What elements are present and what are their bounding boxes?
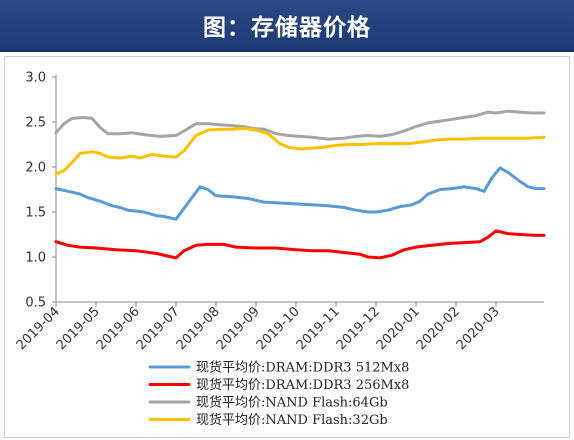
series-line-4 (54, 126, 546, 176)
legend-label-2: 现货平均价:DRAM:DDR3 256Mx8 (196, 377, 409, 393)
y-tick-label: 0.5 (25, 296, 46, 311)
series-line-1 (54, 166, 546, 221)
legend-label-3: 现货平均价:NAND Flash:64Gb (196, 395, 388, 411)
series-line-2 (54, 229, 546, 260)
title-banner: 图：存储器价格 (0, 0, 574, 52)
y-tick-label: 1.5 (25, 206, 46, 221)
page-title: 图：存储器价格 (203, 15, 371, 41)
x-tick-label: 2019-10 (254, 304, 303, 353)
x-tick-label: 2019-07 (134, 304, 183, 353)
x-tick-label: 2019-05 (54, 304, 103, 353)
y-tick-label: 1.0 (25, 251, 46, 266)
series-line-3 (54, 109, 546, 141)
x-tick-label: 2019-11 (294, 304, 343, 353)
y-tick-label: 3.0 (25, 71, 46, 86)
x-tick-label: 2020-03 (454, 304, 503, 353)
legend-label-4: 现货平均价:NAND Flash:32Gb (196, 412, 388, 428)
y-tick-label: 2.5 (25, 116, 46, 131)
legend-label-1: 现货平均价:DRAM:DDR3 512Mx8 (196, 360, 409, 376)
x-tick-label: 2019-06 (94, 304, 143, 353)
x-tick-label: 2019-12 (334, 304, 383, 353)
x-tick-label: 2020-01 (374, 304, 423, 353)
x-tick-label: 2019-08 (174, 304, 223, 353)
y-tick-label: 2.0 (25, 161, 46, 176)
x-tick-label: 2019-09 (214, 304, 263, 353)
x-tick-label: 2020-02 (414, 304, 463, 353)
x-tick-label: 2019-04 (14, 304, 63, 353)
